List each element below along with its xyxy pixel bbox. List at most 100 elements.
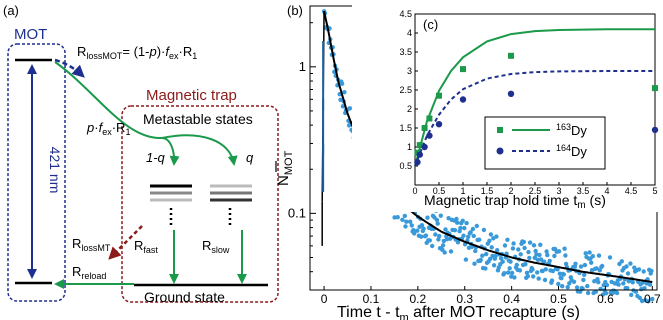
loss-mt-rate-label: RlossMT — [72, 236, 111, 253]
panel-b-data-point — [592, 279, 597, 284]
panel-c-data-square — [652, 85, 658, 92]
panel-b-data-point — [488, 232, 494, 237]
panel-b-data-point — [505, 237, 510, 242]
panel-b-data-point — [419, 223, 425, 228]
panel-b-data-point — [578, 289, 583, 294]
panel-b-data-point — [562, 246, 567, 251]
panel-b-data-point — [460, 218, 465, 223]
panel-c-fit-curve — [414, 70, 655, 167]
panel-b-xlabel: Time t - tm after MOT recapture (s) — [337, 304, 580, 320]
panel-c-data-layer — [414, 28, 659, 167]
panel-b-data-point — [395, 215, 400, 220]
panel-c-data-square — [416, 142, 423, 149]
panel-b-data-point — [556, 249, 562, 254]
panel-b-data-point — [473, 248, 478, 254]
panel-c-legend: 163Dy 164Dy — [484, 116, 606, 170]
panel-b-data-point — [521, 239, 526, 245]
panel-c-xtick-label: 5 — [652, 186, 657, 196]
panel-b-data-point — [637, 295, 642, 301]
panel-c-data-circle — [507, 90, 515, 98]
mot-label: MOT — [14, 26, 47, 43]
panel-b-data-point — [650, 296, 655, 302]
panel-b-data-point — [502, 271, 507, 276]
metastable-states-label: Metastable states — [143, 111, 253, 127]
panel-b-data-point — [498, 256, 504, 261]
panel-c-ytick-label: 1.5 — [399, 123, 412, 133]
panel-b-data-point — [404, 219, 409, 224]
panel-b-data-point — [547, 258, 552, 264]
slow-rate-label: Rslow — [202, 238, 230, 255]
panel-b-data-point — [408, 219, 413, 224]
panel-c-data-square — [436, 92, 442, 99]
panel-c-xtick-label: 4 — [604, 186, 609, 196]
legend-164dy-marker — [496, 147, 504, 155]
ground-state-label: Ground state — [144, 289, 225, 305]
fast-rate-label: Rfast — [134, 238, 158, 255]
panel-b-xtick-label: 0.1 — [363, 292, 380, 306]
panel-b-data-point — [434, 217, 440, 223]
panel-b-data-point — [516, 247, 521, 252]
panel-b-data-point — [347, 106, 353, 111]
panel-b-data-point — [628, 261, 633, 266]
panel-c-ytick-label: 3 — [407, 66, 412, 76]
panel-c-fit-curve — [414, 28, 655, 167]
panel-b-data-point — [561, 272, 566, 277]
panel-b-xtick-label: 0 — [321, 292, 328, 306]
panel-b-data-point — [403, 224, 408, 229]
mot-box — [7, 43, 66, 302]
panel-b-data-point — [587, 250, 592, 255]
panel-b-data-point — [517, 268, 523, 273]
magnetic-trap-box — [121, 105, 279, 303]
panel-b-data-point — [633, 289, 639, 294]
panel-b-data-point — [596, 280, 601, 285]
panel-b-data-point — [509, 270, 515, 276]
panel-b-data-point — [508, 259, 513, 264]
panel-b-data-point — [484, 251, 489, 257]
panel-c-ticks: 0 0.5 1 1.5 2 2.5 3 3.5 4 4.5 5 0.5 1 1.5 2 2.5 3 3.5 4 4.5 — [399, 9, 657, 196]
panel-c-xtick-label: 4.5 — [625, 186, 638, 196]
panel-b-ticks: 0 0.1 0.2 0.3 0.4 0.5 0.6 0.7 1 0.1 — [288, 22, 661, 306]
wavelength-label: 421 nm — [47, 147, 63, 194]
panel-c-ytick-label: 2.5 — [399, 85, 412, 95]
panel-b-data-point — [506, 270, 511, 275]
panel-b-data-point — [549, 278, 555, 283]
panel-b-data-point — [531, 243, 537, 248]
panel-b-data-point — [400, 217, 405, 222]
panel-b-data-point — [437, 233, 442, 239]
panel-c-xtick-label: 0.5 — [433, 186, 446, 196]
panel-b-data-point — [518, 252, 523, 257]
panel-b-data-point — [470, 226, 476, 232]
panel-b-data-point — [478, 257, 483, 263]
panel-c-ytick-label: 2 — [407, 104, 412, 114]
panel-c-ytick-label: 4.5 — [399, 9, 412, 19]
panel-b-xtick-label: 0.7 — [644, 292, 661, 306]
panel-b-data-point — [468, 230, 473, 235]
panel-b-data-point — [625, 286, 630, 291]
panel-b-data-point — [526, 249, 531, 255]
panel-b-data-point — [494, 234, 499, 239]
panel-b-data-point — [585, 283, 590, 289]
panel-b-ylabel: NMOT — [275, 150, 295, 186]
branch-arrow-q — [161, 134, 238, 166]
panel-b-data-point — [454, 216, 459, 222]
panel-b-data-point — [621, 281, 626, 286]
panel-c-data-square — [460, 66, 466, 73]
panel-b-data-point — [438, 213, 443, 218]
panel-c-xlabel: Magnetic trap hold time tm (s) — [424, 192, 606, 211]
panel-c-xtick-label: 1 — [460, 186, 465, 196]
panel-b-data-point — [527, 255, 532, 261]
panel-b-data-point — [578, 264, 584, 269]
panel-b-data-point — [550, 268, 555, 274]
panel-b-data-point — [589, 260, 594, 265]
legend-163dy-marker — [497, 127, 503, 133]
panel-c-ytick-label: 4 — [407, 28, 412, 38]
panel-b-data-point — [560, 284, 565, 289]
panel-a: (a) MOT Magnetic trap Metastable states … — [3, 3, 279, 305]
panel-c-ytick-label: 3.5 — [399, 47, 412, 57]
panel-c-data-circle — [651, 126, 659, 134]
panel-b-data-point — [480, 253, 485, 258]
panel-b-xtick-label: 0.5 — [550, 292, 567, 306]
panel-b-data-point — [455, 220, 460, 225]
panel-b-data-point — [461, 233, 466, 238]
